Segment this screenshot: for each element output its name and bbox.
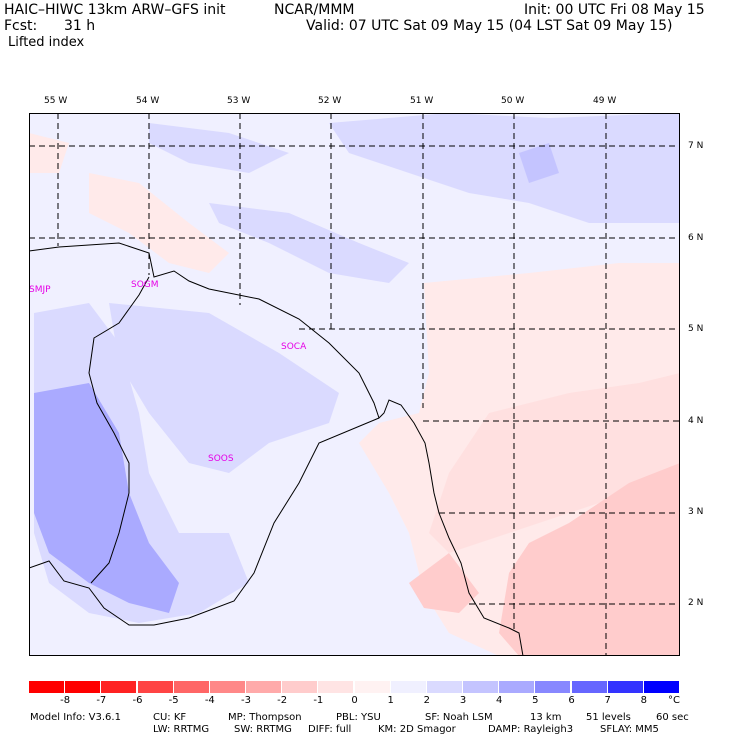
footer-item: CU: KF [153,712,187,723]
lon-label: 52 W [318,96,342,106]
map-frame [29,113,680,656]
colorbar-swatch [390,681,427,693]
colorbar-tick-label: -3 [241,695,251,706]
shade-unstable [209,203,409,283]
shade-unstable [149,123,289,173]
model-title: HAIC–HIWC 13km ARW–GFS init [4,2,226,18]
footer-item: Model Info: V3.6.1 [30,712,121,723]
lon-label: 55 W [44,96,68,106]
colorbar-swatch [209,681,246,693]
colorbar-tick-label: 8 [640,695,648,706]
footer-item: PBL: YSU [336,712,381,723]
colorbar-tick-label: -1 [313,695,324,706]
colorbar-tick-label: 0 [351,695,358,706]
colorbar-tick-label: 1 [387,695,394,706]
footer-item: 51 levels [586,712,631,723]
footer-item: LW: RRTMG [153,724,210,735]
colorbar-tick-label: -2 [277,695,288,706]
colorbar-swatch [318,681,355,693]
shade-slightly-stable [89,173,229,273]
graticule [29,113,680,656]
forecast-hour: 31 h [64,18,96,34]
border-suriname-guyana [88,276,150,584]
footer-item: DIFF: full [308,724,352,735]
colorbar-tick-label: 3 [459,695,467,706]
colorbar-swatch [65,681,102,693]
colorbar-tick-label: -5 [168,695,179,706]
station-label: SOOS [208,454,234,464]
shade-unstable [109,303,339,473]
footer-item: KM: 2D Smagor [378,724,456,735]
lat-label: 4 N [688,416,704,426]
organization: NCAR/MMM [274,2,355,18]
lon-label: 51 W [410,96,434,106]
colorbar-swatch [499,681,536,693]
lon-label: 49 W [593,96,617,106]
lon-label: 54 W [136,96,160,106]
shade-unstable [519,143,559,183]
colorbar-swatch [463,681,500,693]
colorbar-tick-label: -4 [204,695,215,706]
colorbar-tick-label: -8 [60,695,71,706]
lon-label: 53 W [227,96,251,106]
lon-label: 50 W [501,96,525,106]
lat-label: 5 N [688,324,704,334]
colorbar-swatch [282,681,319,693]
colorbar-tick-label: -6 [132,695,143,706]
colorbar-swatch [246,681,283,693]
footer-item: SW: RRTMG [234,724,292,735]
colorbar-swatch [173,681,210,693]
station-label: SOCA [281,342,307,352]
station-label: SOGM [131,280,159,290]
field-name: Lifted index [8,35,85,50]
colorbar-tick-label: -7 [96,695,107,706]
shade-unstable [34,383,179,613]
lat-label: 6 N [688,233,704,243]
footer-item: SF: Noah LSM [425,712,493,723]
colorbar-swatch [535,681,572,693]
shade-stable [499,463,680,656]
station-label: SMJP [29,285,51,295]
lat-label: 3 N [688,507,704,517]
colorbar-swatch [571,681,608,693]
colorbar-tick-label: 5 [532,695,539,706]
footer-item: 13 km [530,712,562,723]
colorbar-swatch [607,681,644,693]
shade-slightly-stable [29,133,69,173]
colorbar-tick-label: 2 [423,695,431,706]
colorbar-swatch [354,681,391,693]
shade-unstable [329,113,680,223]
colorbar-swatch [426,681,463,693]
coastline [29,242,524,656]
footer-item: MP: Thompson [228,712,302,723]
lat-label: 7 N [688,141,704,151]
init-time: Init: 00 UTC Fri 08 May 15 [524,2,705,18]
colorbar-swatch [29,681,66,693]
footer-item: SFLAY: MM5 [600,724,659,735]
lifted-index-map: SMJP SOGM SOCA SOOS [29,113,680,656]
colorbar-swatch [101,681,138,693]
forecast-label: Fcst: [4,18,38,34]
lat-label: 2 N [688,598,704,608]
colorbar-tick-label: 7 [604,695,611,706]
colorbar-swatch [137,681,174,693]
colorbar-tick-label: 6 [568,695,575,706]
border-suriname-guiana [29,417,380,626]
colorbar-swatch [643,681,680,693]
colorbar-unit: °C [668,695,680,706]
shade-stable [409,553,479,613]
valid-time: Valid: 07 UTC Sat 09 May 15 (04 LST Sat … [306,18,673,34]
footer-item: 60 sec [656,712,689,723]
footer-item: DAMP: Rayleigh3 [488,724,574,735]
colorbar-tick-label: 4 [495,695,503,706]
shade-stable [429,373,680,553]
